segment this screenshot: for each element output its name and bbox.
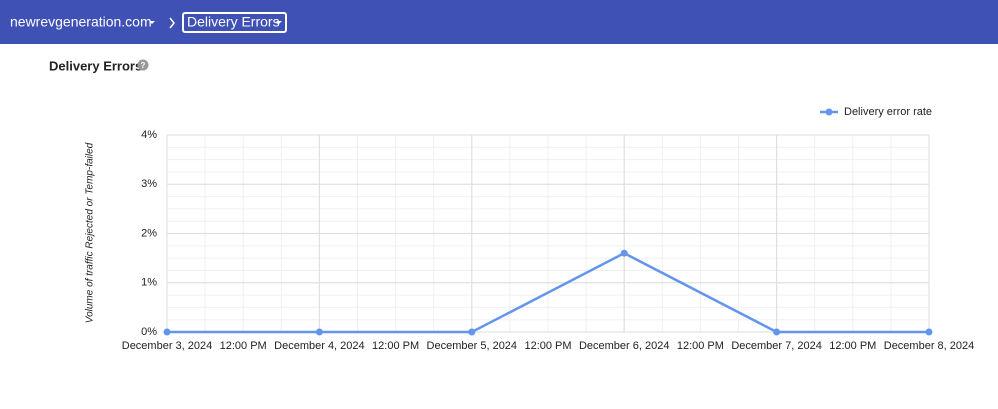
top-bar [0,0,998,44]
x-tick-label: 12:00 PM [677,340,724,352]
series-line [167,251,929,334]
x-tick-label: December 8, 2024 [884,340,975,352]
legend-swatch-dot [825,108,833,116]
data-point [315,328,323,336]
x-tick-label: 12:00 PM [372,340,419,352]
data-point [163,328,171,336]
chart-title: Delivery Errors [49,58,142,73]
x-tick-label: 12:00 PM [220,340,267,352]
y-tick-label: 1% [141,277,157,289]
x-tick-label: December 7, 2024 [731,340,822,352]
x-tick-label: December 4, 2024 [274,340,365,352]
plot: 0% 1% 2% 3% 4% December 3, 2024 December 4, 20… [122,106,975,352]
data-point [620,249,628,257]
x-tick-label: December 3, 2024 [122,340,213,352]
data-point [773,328,781,336]
caret [276,21,282,24]
y-tick-label: 2% [141,227,157,239]
x-tick-label: December 6, 2024 [579,340,670,352]
help-icon-glyph: ? [141,61,146,70]
chevron [169,17,175,29]
legend-label: Delivery error rate [844,106,932,118]
y-axis-title: Volume of traffic Rejected or Temp-faile… [85,142,96,323]
x-tick-label: December 5, 2024 [427,340,518,352]
page-selector[interactable]: Delivery Errors [187,14,280,30]
y-tick-label: 0% [141,326,157,338]
data-point [468,328,476,336]
x-tick-label: 12:00 PM [524,340,571,352]
caret [149,21,155,24]
data-point [925,328,933,336]
help-icon[interactable] [137,59,149,71]
x-tick-label: 12:00 PM [829,340,876,352]
y-tick-label: 3% [141,178,157,190]
page-selector-box[interactable] [182,12,287,33]
y-tick-label: 4% [141,129,157,141]
domain-selector[interactable]: newrevgeneration.com [10,14,152,30]
